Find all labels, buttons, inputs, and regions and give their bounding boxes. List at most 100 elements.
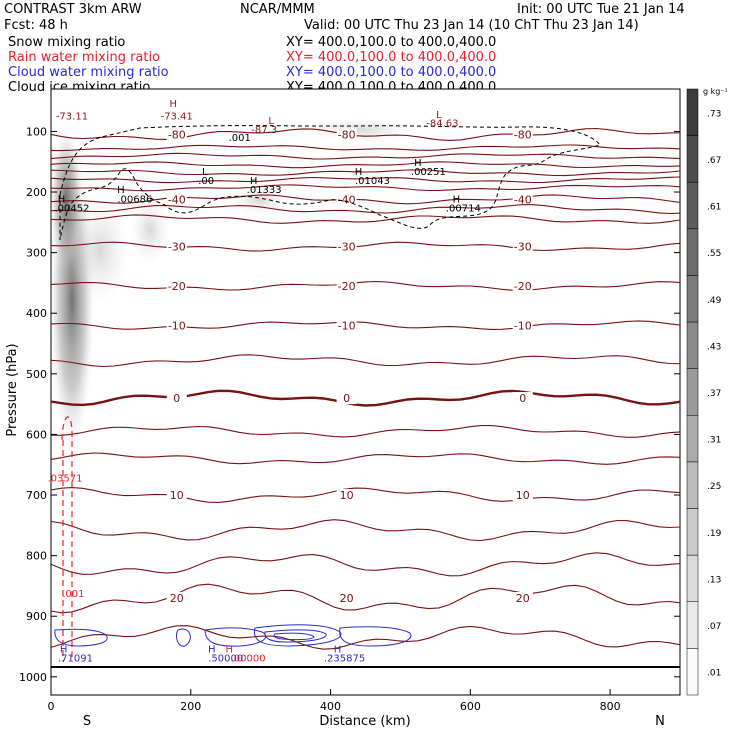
- contour-label-bg: [166, 392, 187, 405]
- contour-label-bg: [336, 240, 357, 253]
- contour-label: -30: [514, 241, 532, 254]
- contour-label: 0: [519, 392, 526, 405]
- contour-label: -20: [338, 280, 356, 293]
- colorbar-swatch: [686, 275, 699, 323]
- colorbar-swatch: [686, 368, 699, 416]
- colorbar-label: .55: [707, 249, 721, 259]
- contour-label-bg: [512, 392, 533, 405]
- contour-label: -80: [514, 128, 532, 141]
- endpoint-right: N: [655, 714, 665, 729]
- annotation-label: -73.41: [161, 111, 193, 122]
- annotation-label: H: [453, 194, 461, 205]
- contour-label: -40: [514, 193, 532, 206]
- annotation-label: .001: [229, 133, 251, 144]
- contour-label: 10: [340, 489, 354, 502]
- axes: 0 200 400 600 800100200300400500600700800900…: [19, 125, 680, 713]
- temperature-contour: [50, 452, 681, 465]
- annotation-label: .00686: [117, 194, 152, 205]
- x-tick-label: 0: [48, 700, 55, 713]
- x-tick-label: 800: [600, 700, 621, 713]
- annotation-label: .01043: [355, 176, 390, 187]
- legend-cloudwater-label: Cloud water mixing ratio: [8, 65, 169, 80]
- contour-label: 10: [516, 489, 530, 502]
- legend-cloudwater-xy: XY= 400.0,100.0 to 400.0,400.0: [286, 65, 497, 80]
- contour-label: 20: [170, 592, 184, 605]
- temperature-contour: [50, 169, 681, 177]
- contour-label: -30: [338, 241, 356, 254]
- colorbar-unit: g kg⁻¹: [703, 87, 728, 96]
- temperature-contour: [50, 320, 681, 330]
- contour-label: 0: [343, 392, 350, 405]
- colorbar-label: .67: [707, 156, 721, 166]
- contour-label-bg: [336, 319, 357, 332]
- contour-label: 0: [173, 392, 180, 405]
- legend-snow-label: Snow mixing ratio: [8, 35, 126, 50]
- contour-label-bg: [166, 240, 187, 253]
- annotation-label: H: [170, 99, 178, 110]
- annotation-label: H: [355, 167, 363, 178]
- annotation-label: .71091: [58, 654, 93, 665]
- x-tick-label: 600: [460, 700, 481, 713]
- contour-label: -10: [168, 319, 186, 332]
- contour-label-bg: [512, 279, 533, 292]
- contour-label-bg: [512, 319, 533, 332]
- contour-label: -10: [338, 319, 356, 332]
- temperature-contours: -80 -80 -80 -40 -40 -40 -30 -30 -30 -20 -20 -20 -10 -…: [50, 127, 681, 650]
- colorbar-label: .49: [707, 296, 722, 306]
- contour-label: -40: [338, 193, 356, 206]
- y-tick-label: 100: [26, 125, 47, 138]
- contour-label-bg: [336, 592, 357, 605]
- y-tick-label: 1000: [19, 671, 47, 684]
- colorbar: .73 .67 .61 .55 .49 .43 .37 .31 .25 .19 .13 .07 .01: [686, 88, 722, 696]
- y-tick-label: 500: [26, 368, 47, 381]
- temperature-contour: [50, 583, 681, 614]
- colorbar-label: .01: [707, 669, 721, 679]
- cloud-ice-boundary: [59, 125, 601, 241]
- legend-rain-xy: XY= 400.0,100.0 to 400.0,400.0: [286, 50, 497, 65]
- annotation-label: H: [414, 158, 422, 169]
- annotation-label: -87.3: [251, 125, 277, 136]
- colorbar-swatch: [686, 321, 699, 369]
- colorbar-label: .19: [707, 529, 722, 539]
- temperature-contour: [50, 184, 681, 192]
- colorbar-label: .37: [707, 389, 721, 399]
- contour-label: 10: [170, 489, 184, 502]
- x-axis-title: Distance (km): [319, 714, 410, 729]
- temperature-contour: [50, 144, 681, 152]
- temperature-contour: [50, 280, 681, 291]
- colorbar-swatch: [686, 601, 699, 649]
- y-tick-label: 200: [26, 186, 47, 199]
- annotation-label: .01333: [247, 185, 282, 196]
- temperature-contour: [50, 389, 681, 407]
- colorbar-swatch: [686, 508, 699, 556]
- rain-water-column: [61, 416, 73, 662]
- contour-label: -20: [168, 280, 186, 293]
- contour-label: -30: [168, 241, 186, 254]
- annotation-label: L: [436, 110, 442, 121]
- colorbar-swatch: [686, 88, 699, 136]
- contour-label-bg: [166, 193, 187, 206]
- colorbar-label: .13: [707, 575, 721, 585]
- contour-label-bg: [336, 392, 357, 405]
- y-tick-label: 600: [26, 428, 47, 441]
- temperature-contour: [50, 214, 681, 224]
- contour-label-bg: [336, 128, 357, 141]
- endpoint-left: S: [83, 714, 91, 729]
- annotation-label: H: [225, 645, 233, 656]
- colorbar-label: .07: [707, 622, 721, 632]
- annotation-label: H: [208, 645, 216, 656]
- init-label: Init: 00 UTC Tue 21 Jan 14: [517, 2, 685, 17]
- snow-shading: [50, 118, 415, 450]
- temperature-contour: [50, 241, 681, 252]
- temperature-contour: [50, 194, 681, 205]
- temperature-contour: [50, 425, 681, 438]
- temperature-contour: [50, 625, 681, 650]
- annotation-label: .50000: [208, 654, 243, 665]
- contour-label: 20: [516, 592, 530, 605]
- colorbar-label: .73: [707, 109, 721, 119]
- legend-snow-xy: XY= 400.0,100.0 to 400.0,400.0: [286, 35, 497, 50]
- annotation-label: .03571: [47, 474, 82, 485]
- colorbar-label: .25: [707, 482, 721, 492]
- x-tick-label: 200: [180, 700, 201, 713]
- annotation-label: H: [58, 194, 66, 205]
